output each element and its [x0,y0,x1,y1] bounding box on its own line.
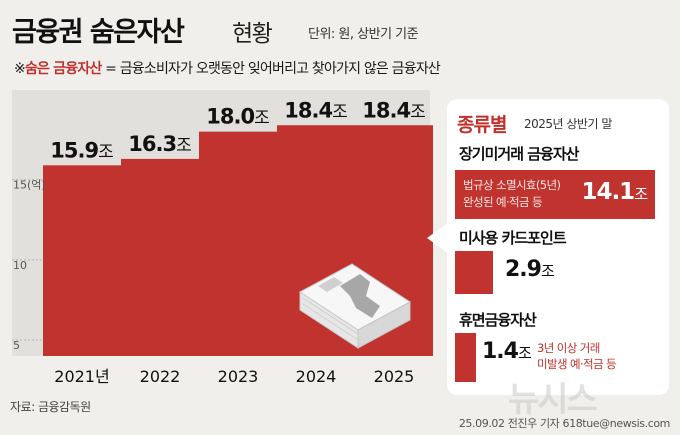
page-title-suffix: 현황 [232,21,273,47]
y-tick-label: 10 [13,259,27,272]
x-tick-label: 2025 [374,367,415,386]
definition-mark: ※ [14,61,26,77]
category-value-dormant-transaction: 14.1조 [581,179,648,205]
definition-note: ※숨은 금융자산 = 금융소비자가 오랫동안 잊어버리고 찾아가지 않은 금융자… [14,58,441,78]
definition-term: 숨은 금융자산 [24,61,102,77]
breakdown-subtitle: 2025년 상반기 말 [524,117,612,131]
breakdown-panel: 종류별 2025년 상반기 말 장기미거래 금융자산 법규상 소멸시효(5년) … [447,99,669,395]
category-label-card-points: 미사용 카드포인트 [459,229,567,247]
bar [199,131,277,356]
category-bar-dormant-assets [455,333,476,382]
category-note-dormant-assets: 3년 이상 거래 미발생 예·적금 등 [537,340,617,372]
x-tick-label: 2023 [218,367,259,386]
category-value-card-points: 2.9조 [505,257,555,282]
callout-pointer [427,222,449,254]
category-note-dormant-transaction: 법규상 소멸시효(5년) 완성된 예·적금 등 [463,177,561,211]
page-title: 금융권 숨은자산 [12,17,185,48]
category-label-dormant-transaction: 장기미거래 금융자산 [459,145,579,163]
credit-line: 25.09.02 전진우 기자 618tue@newsis.com [458,417,671,430]
note-line: 미발생 예·적금 등 [537,357,617,371]
category-bar-card-points [455,251,493,294]
label-layer: 15(억) 10 5 15.9조 2021년 16.3조 2022 18.0조 2023 18.4… [13,98,426,386]
note-line: 3년 이상 거래 [537,341,600,355]
category-label-dormant-assets: 휴면금융자산 [459,311,537,329]
unit-note: 단위: 원, 상반기 기준 [308,27,419,42]
category-bar-dormant-transaction: 법규상 소멸시효(5년) 완성된 예·적금 등 14.1조 [455,170,655,219]
bar [43,165,121,356]
bar [121,158,199,356]
data-label: 18.4조 [284,98,347,122]
category-value-dormant-assets: 1.4조 [482,339,532,364]
x-tick-label: 2022 [140,367,181,386]
breakdown-title: 종류별 [457,114,507,136]
definition-text: = 금융소비자가 오랫동안 잊어버리고 찾아가지 않은 금융자산 [101,61,441,77]
data-label: 16.3조 [128,132,191,156]
note-line: 완성된 예·적금 등 [463,195,543,209]
note-line: 법규상 소멸시효(5년) [463,178,561,192]
watermark-logo: 뉴시스 [508,380,598,420]
source-note: 자료: 금융감독원 [10,400,91,414]
data-label: 18.0조 [206,105,269,129]
money-bundle-icon [299,263,411,349]
data-label: 15.9조 [50,138,113,162]
y-tick-label: 5 [13,339,20,352]
x-tick-label: 2024 [296,367,337,386]
x-tick-label: 2021년 [54,367,109,386]
data-label: 18.4조 [362,98,425,122]
y-tick-label: 15(억) [13,179,46,192]
